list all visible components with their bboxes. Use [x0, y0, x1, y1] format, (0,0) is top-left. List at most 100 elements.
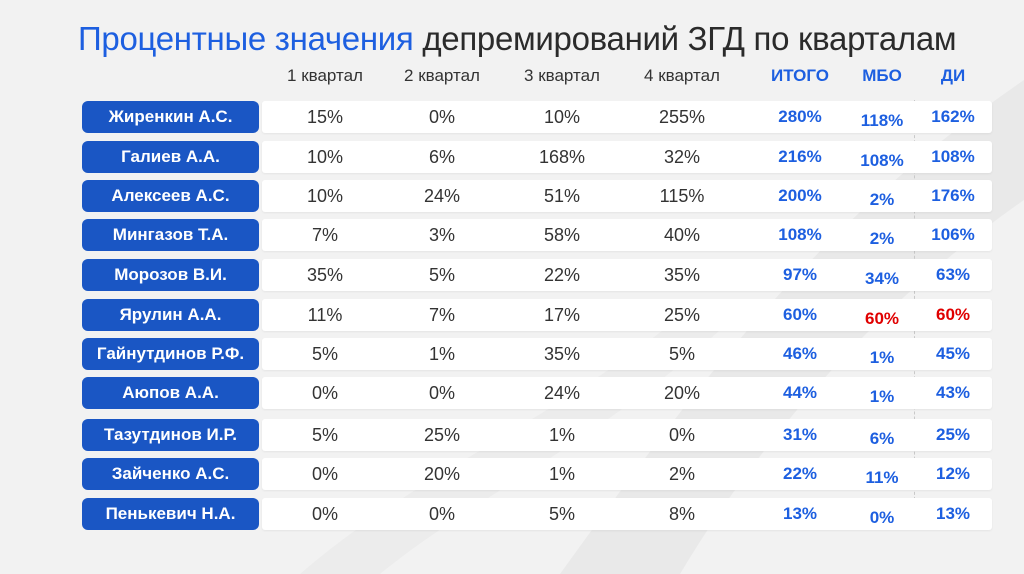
- cell-total: 108%: [778, 225, 822, 244]
- cell-q2: 7%: [428, 304, 455, 325]
- cell-mbo: 2%: [869, 229, 895, 248]
- cell-q2: 5%: [428, 264, 455, 285]
- row-background: [262, 299, 992, 331]
- cell-mbo: 60%: [864, 309, 900, 328]
- column-header-q1: 1 квартал: [287, 66, 363, 85]
- cell-q4: 5%: [668, 343, 695, 364]
- cell-di: 25%: [935, 425, 971, 444]
- cell-q1: 10%: [306, 185, 344, 206]
- table-row: Зайченко А.С. 0% 20% 1% 2% 22% 11% 12%: [0, 458, 1024, 490]
- cell-q4: 25%: [663, 304, 701, 325]
- table-row: Пенькевич Н.А. 0% 0% 5% 8% 13% 0% 13%: [0, 498, 1024, 530]
- table-row: Морозов В.И. 35% 5% 22% 35% 97% 34% 63%: [0, 259, 1024, 291]
- cell-q2: 20%: [423, 463, 461, 484]
- row-background: [262, 219, 992, 251]
- cell-q4: 40%: [663, 224, 701, 245]
- cell-mbo: 11%: [865, 468, 899, 487]
- employee-name-badge: Тазутдинов И.Р.: [82, 419, 259, 451]
- cell-mbo: 6%: [869, 429, 895, 448]
- cell-di: 13%: [935, 504, 971, 523]
- row-background: [262, 458, 992, 490]
- cell-q1: 0%: [311, 503, 338, 524]
- table-row: Жиренкин А.С. 15% 0% 10% 255% 280% 118% 162%: [0, 101, 1024, 133]
- employee-name-badge: Ярулин А.А.: [82, 299, 259, 331]
- cell-q3: 51%: [543, 185, 581, 206]
- cell-di: 106%: [931, 225, 975, 244]
- cell-total: 31%: [782, 425, 818, 444]
- cell-total: 13%: [782, 504, 818, 523]
- cell-q3: 58%: [543, 224, 581, 245]
- cell-q3: 10%: [543, 106, 581, 127]
- table-row: Алексеев А.С. 10% 24% 51% 115% 200% 2% 176%: [0, 180, 1024, 212]
- employee-name-badge: Аюпов А.А.: [82, 377, 259, 409]
- row-background: [262, 101, 992, 133]
- page-title: Процентные значения депремирований ЗГД п…: [78, 20, 957, 58]
- row-background: [262, 180, 992, 212]
- cell-q2: 25%: [423, 424, 461, 445]
- cell-q2: 3%: [428, 224, 455, 245]
- cell-q3: 5%: [548, 503, 575, 524]
- cell-di: 12%: [935, 464, 971, 483]
- column-header-mbo: МБО: [862, 66, 902, 85]
- cell-total: 97%: [782, 265, 818, 284]
- table-row: Мингазов Т.А. 7% 3% 58% 40% 108% 2% 106%: [0, 219, 1024, 251]
- employee-name-badge: Пенькевич Н.А.: [82, 498, 259, 530]
- row-background: [262, 419, 992, 451]
- column-header-q2: 2 квартал: [404, 66, 480, 85]
- cell-q1: 0%: [311, 463, 338, 484]
- title-rest: депремирований ЗГД по кварталам: [422, 20, 957, 57]
- cell-q1: 5%: [311, 424, 338, 445]
- cell-q1: 0%: [311, 382, 338, 403]
- table-row: Тазутдинов И.Р. 5% 25% 1% 0% 31% 6% 25%: [0, 419, 1024, 451]
- row-background: [262, 377, 992, 409]
- cell-di: 176%: [931, 186, 975, 205]
- cell-q2: 0%: [428, 106, 455, 127]
- cell-mbo: 118%: [860, 111, 904, 130]
- cell-total: 44%: [782, 383, 818, 402]
- cell-q4: 0%: [668, 424, 695, 445]
- cell-q2: 24%: [423, 185, 461, 206]
- cell-q4: 20%: [663, 382, 701, 403]
- employee-name-badge: Мингазов Т.А.: [82, 219, 259, 251]
- cell-mbo: 34%: [864, 269, 900, 288]
- cell-q1: 11%: [307, 304, 343, 325]
- cell-di: 108%: [931, 147, 975, 166]
- employee-name-badge: Жиренкин А.С.: [82, 101, 259, 133]
- cell-q3: 1%: [548, 424, 575, 445]
- cell-total: 280%: [778, 107, 822, 126]
- cell-total: 216%: [778, 147, 822, 166]
- cell-total: 22%: [782, 464, 818, 483]
- cell-q1: 35%: [306, 264, 344, 285]
- row-background: [262, 498, 992, 530]
- row-background: [262, 338, 992, 370]
- cell-q3: 24%: [543, 382, 581, 403]
- cell-mbo: 1%: [869, 348, 895, 367]
- cell-q2: 0%: [428, 382, 455, 403]
- cell-q1: 5%: [311, 343, 338, 364]
- cell-total: 46%: [782, 344, 818, 363]
- cell-q2: 6%: [428, 146, 455, 167]
- cell-q4: 115%: [659, 185, 705, 206]
- cell-q3: 1%: [548, 463, 575, 484]
- cell-q3: 22%: [543, 264, 581, 285]
- cell-q1: 7%: [311, 224, 338, 245]
- cell-mbo: 2%: [869, 190, 895, 209]
- table-row: Аюпов А.А. 0% 0% 24% 20% 44% 1% 43%: [0, 377, 1024, 409]
- cell-q1: 10%: [306, 146, 344, 167]
- cell-q3: 17%: [543, 304, 581, 325]
- cell-q4: 8%: [668, 503, 695, 524]
- cell-q3: 168%: [538, 146, 586, 167]
- cell-q2: 1%: [428, 343, 455, 364]
- column-header-di: ДИ: [940, 66, 966, 85]
- column-header-total: ИТОГО: [770, 66, 830, 85]
- cell-q2: 0%: [428, 503, 455, 524]
- employee-name-badge: Гайнутдинов Р.Ф.: [82, 338, 259, 370]
- cell-q3: 35%: [543, 343, 581, 364]
- cell-mbo: 1%: [869, 387, 895, 406]
- cell-di: 63%: [935, 265, 971, 284]
- cell-mbo: 0%: [869, 508, 895, 527]
- table-row: Галиев А.А. 10% 6% 168% 32% 216% 108% 108%: [0, 141, 1024, 173]
- cell-total: 60%: [782, 305, 818, 324]
- employee-name-badge: Морозов В.И.: [82, 259, 259, 291]
- title-highlight: Процентные значения: [78, 20, 414, 57]
